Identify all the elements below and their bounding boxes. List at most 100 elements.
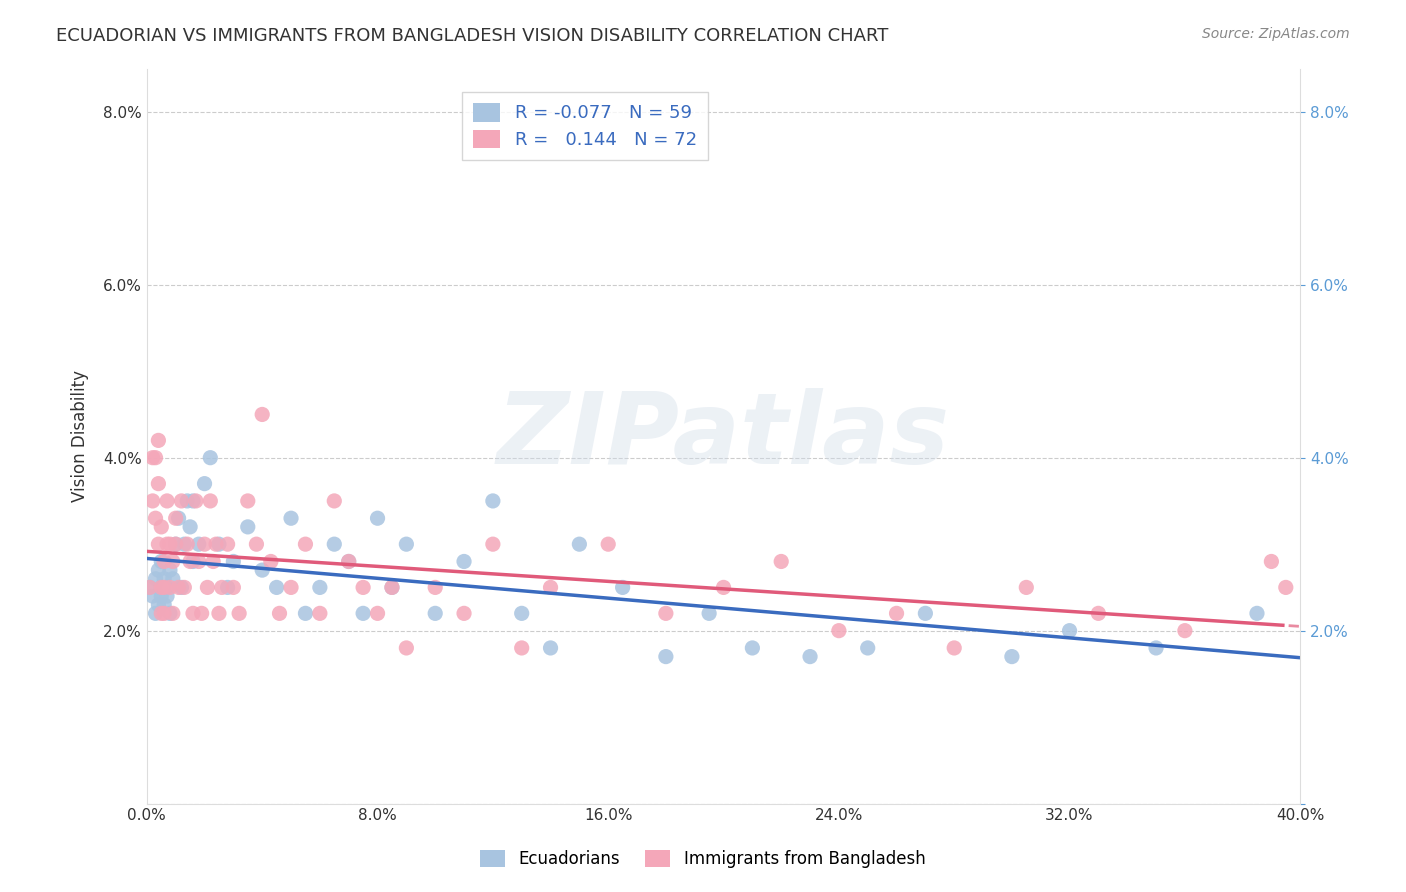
Point xyxy=(162,572,184,586)
Point xyxy=(193,537,215,551)
Point xyxy=(179,520,201,534)
Point xyxy=(139,581,162,595)
Point xyxy=(181,494,204,508)
Point xyxy=(159,581,181,595)
Point xyxy=(323,494,346,508)
Point xyxy=(153,581,176,595)
Point xyxy=(655,649,678,664)
Point xyxy=(211,581,233,595)
Point xyxy=(142,494,165,508)
Point xyxy=(145,572,167,586)
Point xyxy=(482,494,505,508)
Point xyxy=(153,572,176,586)
Point xyxy=(202,554,225,568)
Point xyxy=(148,476,170,491)
Text: Source: ZipAtlas.com: Source: ZipAtlas.com xyxy=(1202,27,1350,41)
Point xyxy=(337,554,360,568)
Point xyxy=(886,607,908,621)
Point xyxy=(510,640,533,655)
Point xyxy=(187,554,209,568)
Point xyxy=(150,581,173,595)
Point xyxy=(381,581,404,595)
Point xyxy=(260,554,283,568)
Point xyxy=(713,581,735,595)
Point xyxy=(162,554,184,568)
Point xyxy=(170,581,193,595)
Point xyxy=(453,607,475,621)
Point xyxy=(142,450,165,465)
Point xyxy=(187,537,209,551)
Point xyxy=(828,624,851,638)
Point xyxy=(156,494,179,508)
Point xyxy=(165,537,187,551)
Point xyxy=(266,581,288,595)
Point xyxy=(200,494,222,508)
Point xyxy=(280,511,302,525)
Point xyxy=(1275,581,1298,595)
Point xyxy=(200,450,222,465)
Point xyxy=(250,408,273,422)
Point xyxy=(217,537,239,551)
Point xyxy=(181,607,204,621)
Point xyxy=(655,607,678,621)
Point xyxy=(309,581,332,595)
Point xyxy=(395,537,418,551)
Point xyxy=(453,554,475,568)
Point xyxy=(150,607,173,621)
Point xyxy=(1246,607,1268,621)
Point xyxy=(156,589,179,603)
Point xyxy=(162,607,184,621)
Point xyxy=(150,520,173,534)
Point xyxy=(294,537,316,551)
Point xyxy=(914,607,936,621)
Point xyxy=(165,511,187,525)
Point xyxy=(208,537,231,551)
Point xyxy=(294,607,316,621)
Point xyxy=(1087,607,1109,621)
Point xyxy=(148,434,170,448)
Point xyxy=(540,640,562,655)
Point xyxy=(323,537,346,551)
Point xyxy=(222,581,245,595)
Point xyxy=(856,640,879,655)
Point xyxy=(352,607,374,621)
Point xyxy=(245,537,267,551)
Point xyxy=(770,554,793,568)
Point xyxy=(943,640,966,655)
Legend: R = -0.077   N = 59, R =   0.144   N = 72: R = -0.077 N = 59, R = 0.144 N = 72 xyxy=(463,92,707,160)
Point xyxy=(697,607,720,621)
Point xyxy=(184,494,207,508)
Text: ECUADORIAN VS IMMIGRANTS FROM BANGLADESH VISION DISABILITY CORRELATION CHART: ECUADORIAN VS IMMIGRANTS FROM BANGLADESH… xyxy=(56,27,889,45)
Point xyxy=(148,563,170,577)
Point xyxy=(222,554,245,568)
Point xyxy=(159,607,181,621)
Point xyxy=(236,494,259,508)
Point xyxy=(1001,649,1024,664)
Point xyxy=(165,537,187,551)
Point xyxy=(190,607,212,621)
Point xyxy=(150,589,173,603)
Point xyxy=(173,537,195,551)
Point xyxy=(208,607,231,621)
Point xyxy=(167,511,190,525)
Point xyxy=(425,607,447,621)
Point xyxy=(153,598,176,612)
Point xyxy=(153,554,176,568)
Point xyxy=(217,581,239,595)
Point xyxy=(1015,581,1038,595)
Point xyxy=(228,607,250,621)
Point xyxy=(280,581,302,595)
Point xyxy=(145,607,167,621)
Point xyxy=(381,581,404,595)
Point xyxy=(1260,554,1282,568)
Point xyxy=(176,494,198,508)
Point xyxy=(367,511,389,525)
Point xyxy=(148,598,170,612)
Point xyxy=(741,640,763,655)
Point xyxy=(170,494,193,508)
Point xyxy=(250,563,273,577)
Point xyxy=(159,563,181,577)
Point xyxy=(156,581,179,595)
Point xyxy=(598,537,620,551)
Point xyxy=(145,450,167,465)
